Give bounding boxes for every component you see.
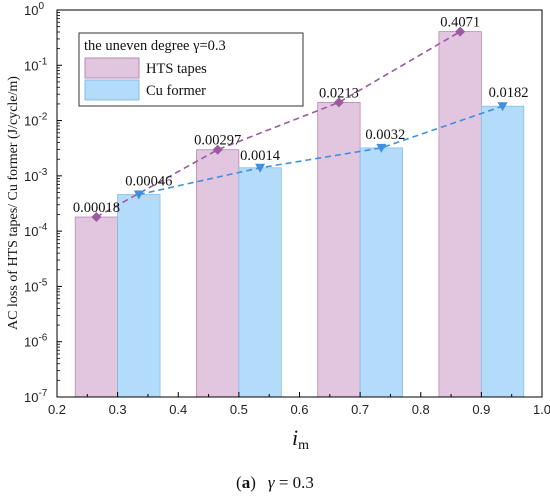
y-tick-label--4: 10-4 [24,222,48,239]
bar-hts-tapes-0.5 [196,149,240,398]
legend-swatch-hts-tapes [84,57,140,79]
trend-lines-group [96,30,503,218]
bar-hts-tapes-0.3 [74,216,119,398]
y-tick-label--6: 10-6 [24,333,48,350]
bar-cu-former-0.3 [117,194,161,398]
legend-label-cu-former: Cu former [146,83,206,99]
y-tick-label--5: 10-5 [24,277,48,294]
data-labels-group: 0.00018 0.00297 0.0213 0.4071 0.00046 0.0014 0… [73,15,529,216]
x-tick-label-0.6: 0.6 [290,402,308,417]
bar-hts-tapes-0.7 [317,102,361,398]
x-axis-title: im [292,425,309,453]
bar-cu-former-0.9 [480,105,525,398]
marker-hts-tapes-0.3 [91,212,102,223]
y-tick-label--7: 10-7 [24,388,48,405]
marker-cu-former-0.7 [376,143,387,153]
bars-group [74,31,525,398]
x-tick-label-0.8: 0.8 [412,402,430,417]
trend-line-cu-former [138,105,503,196]
x-tick-label-0.2: 0.2 [48,402,66,417]
trend-line-hts-tapes [96,30,461,218]
x-tick-label-1.0: 1.0 [533,402,550,417]
y-tick-label--1: 10-1 [24,56,48,73]
data-label-cu-former-0.5: 0.0014 [240,148,281,164]
bar-cu-former-0.7 [359,147,403,398]
data-label-hts-tapes-0.5: 0.00297 [194,133,241,149]
y-tick-label--3: 10-3 [24,167,48,184]
y-axis-title: AC loss of HTS tapes/ Cu former (J/cycle… [6,76,21,330]
y-tick-label-0: 100 [24,1,44,18]
figure-caption: (a) γ = 0.3 [236,473,314,492]
legend-title: the uneven degree γ=0.3 [84,38,226,54]
legend: the uneven degree γ=0.3 HTS tapes Cu for… [78,32,304,107]
bar-cu-former-0.5 [238,167,282,398]
data-label-hts-tapes-0.3: 0.00018 [73,200,120,216]
x-tick-label-0.5: 0.5 [230,402,248,417]
data-label-hts-tapes-0.7: 0.0213 [319,85,359,101]
data-label-hts-tapes-0.9: 0.4071 [440,15,480,31]
x-tick-label-0.4: 0.4 [169,402,187,417]
legend-label-hts-tapes: HTS tapes [146,61,207,77]
marker-hts-tapes-0.7 [333,97,344,108]
markers-group [91,26,508,223]
marker-cu-former-0.5 [255,163,266,173]
marker-cu-former-0.9 [497,102,508,112]
bar-hts-tapes-0.9 [438,31,482,398]
data-label-cu-former-0.9: 0.0182 [489,85,529,101]
data-label-cu-former-0.3: 0.00046 [125,174,172,190]
data-label-cu-former-0.7: 0.0032 [365,127,405,143]
y-axis: 10-7 10-6 10-5 10-4 10-3 10-2 10-1 100 [24,1,62,405]
x-axis: 0.2 0.3 0.4 0.5 0.6 0.7 0.8 0.9 1.0 [48,392,550,417]
marker-hts-tapes-0.5 [212,144,223,155]
y-tick-label--2: 10-2 [24,112,48,129]
legend-swatch-cu-former [84,79,140,101]
marker-cu-former-0.3 [133,190,144,200]
x-tick-label-0.9: 0.9 [472,402,490,417]
x-tick-label-0.7: 0.7 [351,402,369,417]
x-tick-label-0.3: 0.3 [109,402,127,417]
marker-hts-tapes-0.9 [455,26,466,37]
